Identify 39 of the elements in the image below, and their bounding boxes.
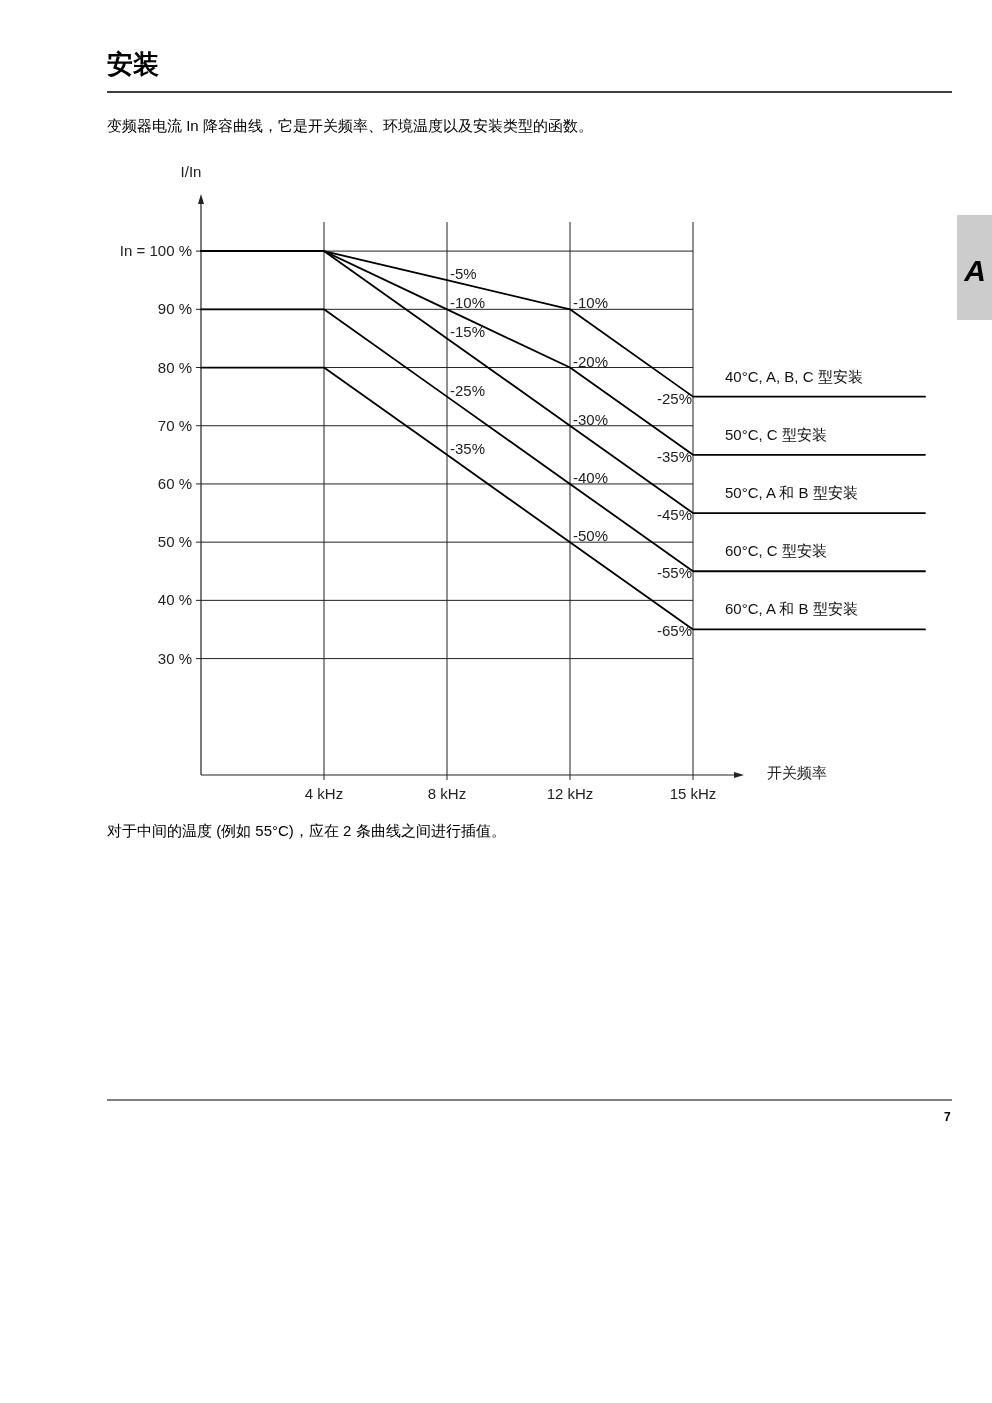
x-tick-label: 4 kHz: [304, 785, 344, 802]
annotation: -20%: [573, 352, 609, 370]
y-tick-label: 60 %: [157, 474, 192, 492]
annotation: -15%: [450, 323, 486, 341]
annotation: -10%: [450, 294, 486, 312]
y-tick-label: In = 100 %: [119, 242, 192, 260]
x-axis-title: 开关频率: [767, 764, 827, 781]
section-letter: A: [964, 254, 986, 287]
annotation: -5%: [450, 265, 477, 283]
series-label: 60°C, A 和 B 型安装: [725, 600, 858, 618]
page-number: 7: [944, 1110, 951, 1124]
x-tick-label: 8 kHz: [427, 785, 467, 802]
annotation: -10%: [573, 294, 609, 312]
note: 对于中间的温度 (例如 55°C)，应在 2 条曲线之间进行插值。: [107, 822, 506, 839]
y-tick-label: 90 %: [157, 300, 192, 318]
annotation: -65%: [656, 622, 692, 640]
annotation: -30%: [573, 410, 609, 428]
series-label: 50°C, C 型安装: [725, 425, 827, 443]
y-tick-label: 40 %: [157, 591, 192, 609]
y-axis-title: I/In: [180, 163, 202, 180]
series-label: 60°C, C 型安装: [725, 542, 827, 560]
annotation: -45%: [656, 506, 692, 524]
annotation: -25%: [450, 381, 486, 399]
y-tick-label: 80 %: [157, 358, 192, 376]
subtitle: 变频器电流 In 降容曲线，它是开关频率、环境温度以及安装类型的函数。: [107, 117, 593, 134]
y-tick-label: 50 %: [157, 533, 192, 551]
annotation: -35%: [450, 439, 486, 457]
series-label: 50°C, A 和 B 型安装: [725, 484, 858, 502]
annotation: -50%: [573, 527, 609, 545]
annotation: -25%: [656, 389, 692, 407]
x-tick-label: 12 kHz: [546, 785, 594, 802]
annotation: -55%: [656, 564, 692, 582]
annotation: -35%: [656, 447, 692, 465]
y-tick-label: 30 %: [157, 649, 192, 667]
annotation: -40%: [573, 468, 609, 486]
x-tick-label: 15 kHz: [669, 785, 717, 802]
series-label: 40°C, A, B, C 型安装: [725, 367, 863, 385]
title: 安装: [107, 49, 159, 79]
y-tick-label: 70 %: [157, 416, 192, 434]
